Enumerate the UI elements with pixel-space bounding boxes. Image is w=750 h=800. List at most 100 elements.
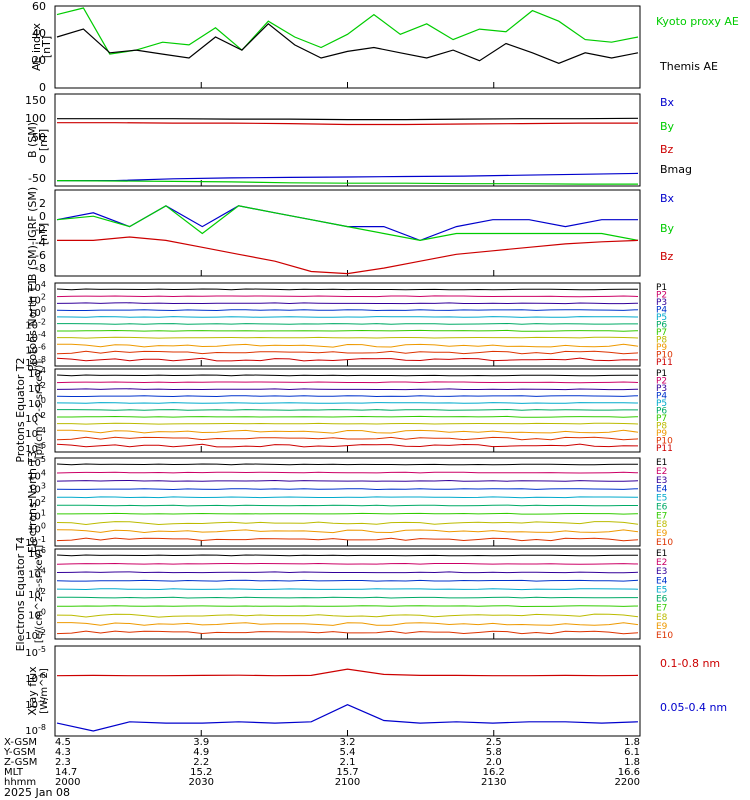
legend-e2: E2: [656, 558, 667, 568]
series-line-0: [56, 205, 638, 242]
legend-e1: E1: [656, 458, 667, 468]
channel-line-e10: [56, 630, 639, 635]
channel-line-e1: [56, 463, 639, 466]
x-axis-ticks: [54, 82, 641, 736]
channel-line-p5: [56, 316, 639, 318]
legend-bz-2: Bz: [660, 250, 674, 263]
footer-value: 4.9: [193, 747, 209, 758]
channel-line-p10: [56, 350, 639, 355]
channel-line-e2: [56, 471, 639, 474]
channel-line-p10: [56, 436, 639, 441]
panel-xray-flux: Xray flux [W/m^2] 10-510-610-710-8 0.1-0…: [25, 645, 727, 737]
channel-line-e1: [56, 554, 639, 557]
legend-p8: P8: [656, 422, 667, 432]
channel-line-e3: [56, 479, 639, 482]
series-line-1: [56, 205, 639, 242]
legend-p5: P5: [656, 313, 667, 323]
bsm-ytick-50: 50: [32, 131, 46, 144]
footer-value: 2000: [55, 777, 80, 788]
footer-value: 4.3: [55, 747, 71, 758]
bsm-ytick-minus50: -50: [28, 172, 46, 185]
legend-p3: P3: [656, 298, 667, 308]
legend-bx-1: Bx: [660, 96, 675, 109]
ytick-label: 105: [28, 455, 46, 469]
ytick-label: 100: [28, 522, 46, 536]
channel-line-e4: [56, 488, 639, 491]
legend-p7: P7: [656, 414, 667, 424]
channel-line-p2: [56, 381, 639, 384]
channel-line-e9: [57, 622, 639, 626]
ae-yaxis-label: AE index: [30, 22, 43, 71]
legend-bx-2: Bx: [660, 192, 675, 205]
legend-bmag: Bmag: [660, 163, 692, 176]
legend-p2: P2: [656, 291, 667, 301]
ephemeris-table: X-GSM 4.5 3.9 3.2 2.5 1.8 Y-GSM 4.3 4.9 5.4 5.8 6.1…: [3, 737, 640, 799]
footer-value: 15.7: [336, 767, 358, 778]
bigrf-yaxis-unit: [nT]: [37, 223, 50, 245]
footer-row-label: X-GSM: [4, 737, 37, 748]
legend-p10: P10: [656, 437, 673, 447]
ytick-label: 101: [28, 508, 46, 522]
panel-protons-equator-t2: Protons Equator T2 [p/(cm^2-s-sr-keV)] 1…: [14, 357, 673, 462]
channel-line-e7: [57, 512, 639, 515]
legend-e8: E8: [656, 613, 668, 623]
bsm-ytick-150: 150: [25, 94, 46, 107]
legend-kyoto-proxy-ae: Kyoto proxy AE: [656, 15, 739, 28]
series-line-2: [57, 122, 638, 126]
channel-line-e7: [56, 605, 639, 608]
series-line-2: [57, 236, 639, 275]
footer-value: 16.6: [618, 767, 640, 778]
channel-line-p6: [57, 322, 638, 325]
legend-e7: E7: [656, 604, 667, 614]
legend-e8: E8: [656, 520, 668, 530]
panel-electrons-north-t3: Electrons North T3 10510410310210110010-…: [25, 451, 673, 553]
legend-by-1: By: [660, 120, 675, 133]
channel-line-p3: [56, 388, 639, 391]
footer-value: 2.0: [486, 757, 502, 768]
legend-p9: P9: [656, 429, 667, 439]
bsm-yaxis-label: B (SM): [26, 122, 39, 158]
channel-line-e8: [56, 521, 639, 526]
legend-p1: P1: [656, 283, 667, 293]
channel-line-e4: [56, 579, 639, 582]
channel-line-e9: [56, 529, 639, 534]
bsm-yaxis-unit: [nT]: [37, 129, 50, 151]
legend-p10: P10: [656, 351, 673, 361]
legend-p11: P11: [656, 358, 673, 368]
legend-p6: P6: [656, 321, 667, 331]
footer-value: 1.8: [624, 757, 640, 768]
bsm-ytick-0: 0: [39, 153, 46, 166]
series-line-0: [56, 7, 639, 55]
panel-electrons-equator-t4: Electrons Equator T4 [e/(cm^2-s-sr-keV)]…: [14, 537, 673, 652]
series-line-3: [57, 117, 639, 121]
channel-line-p8: [57, 336, 639, 339]
panel-b-minus-igrf: B (SM)-IGRF (SM) [nT] 2 0 -2 -4 -6 -8 Bx…: [26, 187, 675, 281]
series-line-0: [56, 668, 639, 677]
footer-value: 1.8: [624, 737, 640, 748]
channel-line-e6: [57, 596, 638, 599]
legend-e5: E5: [656, 494, 667, 504]
electrons-t4-yaxis-unit: [e/(cm^2-s-sr-keV)]: [34, 545, 45, 643]
ae-ytick-20: 20: [32, 54, 46, 67]
legend-p8: P8: [656, 336, 667, 346]
legend-p7: P7: [656, 328, 667, 338]
electrons-t3-yaxis-label: Electrons North T3: [26, 451, 39, 553]
channel-line-p2: [56, 295, 639, 298]
legend-bz-1: Bz: [660, 143, 674, 156]
legend-e3: E3: [656, 476, 667, 486]
channel-line-p7: [57, 415, 639, 418]
channel-line-e10: [56, 537, 639, 542]
channel-line-p1: [56, 374, 639, 377]
bsm-ytick-100: 100: [25, 112, 46, 125]
channel-line-e3: [56, 571, 639, 574]
channel-line-e5: [56, 496, 639, 499]
legend-e10: E10: [656, 538, 673, 548]
footer-row-label: Z-GSM: [4, 757, 37, 768]
legend-e9: E9: [656, 529, 668, 539]
series-line-0: [57, 172, 639, 182]
legend-xray-long: 0.1-0.8 nm: [660, 657, 720, 670]
protons-t2-yaxis-unit: [p/(cm^2-s-sr-keV)]: [34, 361, 45, 460]
channel-line-p5: [56, 402, 639, 404]
footer-row-label: MLT: [4, 767, 24, 778]
channel-line-p11: [56, 443, 639, 448]
